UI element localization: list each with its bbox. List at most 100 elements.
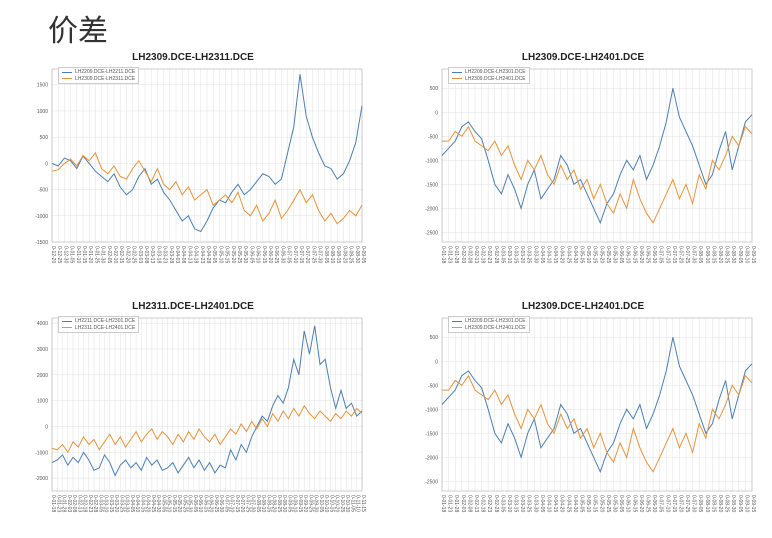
svg-text:0-10-30: 0-10-30 (344, 495, 350, 512)
svg-text:0-05-05: 0-05-05 (160, 495, 166, 512)
svg-text:0-03-25: 0-03-25 (526, 246, 532, 263)
legend-label: LH2309.DCE-LH2311.DCE (75, 76, 135, 83)
svg-text:-1500: -1500 (425, 182, 438, 188)
svg-text:0-02-08: 0-02-08 (71, 495, 77, 512)
svg-text:0-12-20: 0-12-20 (50, 246, 56, 263)
chart-title: LH2309.DCE-LH2401.DCE (408, 52, 758, 63)
svg-text:0-01-28: 0-01-28 (453, 246, 459, 263)
svg-text:0-04-30: 0-04-30 (572, 246, 578, 263)
svg-text:0-03-30: 0-03-30 (532, 495, 538, 512)
svg-text:0-01-05: 0-01-05 (69, 246, 75, 263)
svg-text:0-02-13: 0-02-13 (473, 495, 479, 512)
svg-text:0-08-10: 0-08-10 (704, 495, 710, 512)
legend-label: LH2309.DCE-LH2401.DCE (465, 76, 526, 83)
svg-text:0-08-05: 0-08-05 (697, 495, 703, 512)
svg-text:0-09-25: 0-09-25 (307, 495, 313, 512)
svg-text:0-05-20: 0-05-20 (598, 495, 604, 512)
svg-text:0-08-20: 0-08-20 (341, 246, 347, 263)
svg-text:0-06-30: 0-06-30 (651, 246, 657, 263)
svg-text:0-08-15: 0-08-15 (265, 495, 271, 512)
svg-text:0-07-25: 0-07-25 (244, 495, 250, 512)
svg-text:0-04-10: 0-04-10 (546, 495, 552, 512)
svg-text:0-02-15: 0-02-15 (118, 246, 124, 263)
svg-text:0-02-03: 0-02-03 (66, 495, 72, 512)
svg-text:0-03-15: 0-03-15 (513, 246, 519, 263)
svg-text:0-03-15: 0-03-15 (513, 495, 519, 512)
svg-text:0-08-15: 0-08-15 (710, 495, 716, 512)
svg-text:-1000: -1000 (35, 450, 48, 456)
svg-text:-1000: -1000 (425, 158, 438, 164)
svg-text:0-07-20: 0-07-20 (239, 495, 245, 512)
svg-text:4000: 4000 (37, 321, 48, 327)
svg-text:0-12-30: 0-12-30 (62, 246, 68, 263)
svg-text:0-04-03: 0-04-03 (174, 246, 180, 263)
svg-text:0-06-15: 0-06-15 (631, 495, 637, 512)
svg-text:0-10-15: 0-10-15 (328, 495, 334, 512)
svg-text:0-06-25: 0-06-25 (644, 246, 650, 263)
svg-text:0-02-28: 0-02-28 (493, 246, 499, 263)
svg-text:0-02-03: 0-02-03 (460, 246, 466, 263)
svg-text:0-07-15: 0-07-15 (234, 495, 240, 512)
svg-text:0-02-08: 0-02-08 (466, 246, 472, 263)
svg-text:0-03-03: 0-03-03 (137, 246, 143, 263)
svg-text:0-01-18: 0-01-18 (50, 495, 56, 512)
svg-text:0-07-15: 0-07-15 (298, 246, 304, 263)
svg-text:0-04-08: 0-04-08 (180, 246, 186, 263)
svg-text:0-06-05: 0-06-05 (618, 246, 624, 263)
svg-text:0-06-10: 0-06-10 (625, 495, 631, 512)
legend-label: LH2309.DCE-LH2401.DCE (465, 325, 526, 332)
svg-text:0-07-05: 0-07-05 (658, 495, 664, 512)
svg-text:0-09-10: 0-09-10 (292, 495, 298, 512)
svg-text:-1000: -1000 (425, 407, 438, 413)
svg-text:-2000: -2000 (425, 206, 438, 212)
svg-text:0-02-18: 0-02-18 (82, 495, 88, 512)
svg-text:0-07-20: 0-07-20 (304, 246, 310, 263)
svg-text:0-07-10: 0-07-10 (664, 495, 670, 512)
svg-text:0-06-20: 0-06-20 (638, 495, 644, 512)
svg-text:0-11-05: 0-11-05 (349, 495, 355, 512)
svg-text:0-04-23: 0-04-23 (199, 246, 205, 263)
svg-text:0-07-15: 0-07-15 (671, 246, 677, 263)
svg-text:0-06-10: 0-06-10 (197, 495, 203, 512)
svg-text:0-05-30: 0-05-30 (611, 495, 617, 512)
svg-text:0-09-05: 0-09-05 (360, 246, 366, 263)
svg-text:0-06-25: 0-06-25 (213, 495, 219, 512)
svg-text:0-03-13: 0-03-13 (149, 246, 155, 263)
svg-text:0-03-30: 0-03-30 (532, 246, 538, 263)
svg-text:0-04-30: 0-04-30 (155, 495, 161, 512)
series-line (442, 337, 752, 472)
svg-text:0-12-25: 0-12-25 (56, 246, 62, 263)
svg-text:0-04-10: 0-04-10 (546, 246, 552, 263)
svg-text:0: 0 (435, 359, 438, 365)
svg-text:0-08-05: 0-08-05 (323, 246, 329, 263)
svg-text:0-11-15: 0-11-15 (360, 495, 366, 512)
svg-text:0-02-23: 0-02-23 (486, 495, 492, 512)
svg-text:0-04-28: 0-04-28 (205, 246, 211, 263)
svg-text:0-05-10: 0-05-10 (585, 495, 591, 512)
svg-text:0-01-23: 0-01-23 (447, 246, 453, 263)
svg-text:0-04-15: 0-04-15 (552, 246, 558, 263)
svg-text:-2500: -2500 (425, 230, 438, 236)
svg-text:0-02-23: 0-02-23 (87, 495, 93, 512)
svg-text:-1500: -1500 (425, 431, 438, 437)
svg-text:0-07-30: 0-07-30 (317, 246, 323, 263)
svg-text:0-02-08: 0-02-08 (466, 495, 472, 512)
svg-text:0-05-30: 0-05-30 (242, 246, 248, 263)
svg-text:0-04-20: 0-04-20 (145, 495, 151, 512)
svg-text:0-06-30: 0-06-30 (218, 495, 224, 512)
svg-text:0-04-18: 0-04-18 (193, 246, 199, 263)
svg-text:0-07-30: 0-07-30 (691, 495, 697, 512)
svg-text:0-05-20: 0-05-20 (176, 495, 182, 512)
svg-text:0-02-20: 0-02-20 (124, 246, 130, 263)
svg-text:0: 0 (45, 424, 48, 430)
svg-text:0-01-18: 0-01-18 (440, 495, 446, 512)
svg-text:0-08-30: 0-08-30 (281, 495, 287, 512)
svg-text:0-03-05: 0-03-05 (499, 246, 505, 263)
svg-text:0-10-20: 0-10-20 (334, 495, 340, 512)
svg-text:0-09-10: 0-09-10 (743, 246, 749, 263)
svg-text:0-05-05: 0-05-05 (579, 495, 585, 512)
svg-text:0-05-25: 0-05-25 (181, 495, 187, 512)
svg-text:0-03-15: 0-03-15 (108, 495, 114, 512)
svg-text:0-06-20: 0-06-20 (638, 246, 644, 263)
svg-text:0-02-13: 0-02-13 (76, 495, 82, 512)
